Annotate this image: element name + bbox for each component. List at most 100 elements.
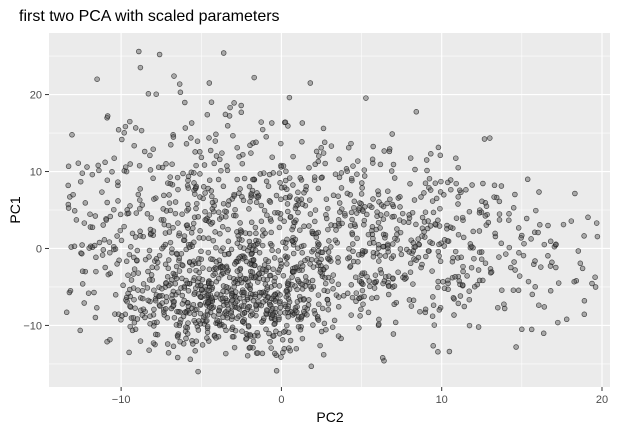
scatter-point: [305, 302, 312, 308]
scatter-point: [185, 320, 191, 326]
scatter-point: [79, 250, 85, 257]
scatter-point: [389, 201, 396, 208]
scatter-point: [413, 257, 419, 263]
scatter-point: [179, 211, 185, 217]
x-tick-label: −10: [112, 394, 131, 406]
scatter-point: [63, 309, 70, 316]
scatter-point: [370, 196, 376, 202]
scatter-point: [188, 120, 195, 126]
scatter-point: [205, 235, 212, 242]
scatter-point: [299, 335, 306, 342]
scatter-point: [299, 139, 305, 145]
scatter-point: [200, 184, 207, 190]
scatter-point: [170, 225, 176, 231]
scatter-point: [283, 168, 289, 175]
scatter-point: [271, 293, 277, 299]
scatter-point: [361, 173, 368, 179]
scatter-point: [303, 183, 309, 190]
scatter-point: [79, 281, 86, 287]
scatter-point: [385, 188, 391, 194]
scatter-point: [150, 228, 157, 234]
scatter-point: [286, 175, 293, 181]
scatter-point: [436, 223, 443, 229]
scatter-point: [263, 256, 269, 263]
scatter-point: [154, 264, 160, 271]
scatter-point: [231, 100, 237, 106]
scatter-point: [390, 241, 396, 247]
scatter-point: [196, 269, 202, 276]
scatter-point: [173, 263, 180, 270]
scatter-point: [342, 210, 348, 217]
scatter-point: [359, 248, 366, 254]
scatter-point: [308, 256, 315, 263]
scatter-point: [299, 281, 306, 288]
scatter-point: [164, 315, 171, 321]
scatter-point: [131, 266, 138, 272]
scatter-point: [324, 297, 331, 303]
scatter-point: [185, 185, 192, 191]
scatter-point: [212, 197, 219, 204]
scatter-point: [119, 313, 125, 319]
scatter-point: [284, 280, 291, 286]
scatter-point: [516, 250, 522, 256]
scatter-point: [249, 311, 256, 317]
scatter-point: [269, 305, 276, 312]
scatter-point: [151, 287, 157, 293]
scatter-point: [336, 174, 343, 181]
scatter-point: [435, 144, 442, 151]
scatter-point: [258, 202, 265, 209]
scatter-point: [412, 244, 419, 250]
scatter-point: [102, 159, 108, 166]
scatter-point: [348, 282, 355, 288]
scatter-point: [208, 221, 214, 227]
scatter-point: [178, 250, 185, 257]
scatter-point: [174, 174, 181, 181]
scatter-point: [182, 125, 189, 131]
scatter-point: [127, 118, 133, 125]
scatter-point: [461, 303, 468, 310]
scatter-point: [512, 191, 518, 198]
scatter-point: [237, 272, 243, 278]
scatter-point: [496, 198, 503, 205]
scatter-point: [134, 247, 141, 254]
scatter-point: [313, 230, 319, 237]
scatter-point: [231, 193, 237, 199]
scatter-point: [397, 246, 404, 252]
scatter-point: [197, 302, 204, 308]
scatter-point: [175, 289, 181, 295]
scatter-point: [220, 183, 227, 190]
scatter-point: [239, 237, 245, 243]
scatter-point: [237, 254, 243, 260]
scatter-point: [441, 192, 447, 198]
scatter-point: [151, 323, 157, 329]
scatter-point: [437, 258, 444, 265]
scatter-point: [237, 186, 243, 192]
scatter-point: [265, 183, 272, 189]
scatter-point: [234, 268, 241, 274]
scatter-point: [215, 275, 222, 282]
scatter-point: [432, 221, 438, 227]
scatter-point: [184, 331, 191, 337]
scatter-point: [325, 255, 331, 261]
scatter-point: [273, 192, 280, 199]
scatter-point: [381, 278, 388, 284]
scatter-point: [364, 273, 370, 280]
scatter-point: [466, 296, 473, 303]
scatter-point: [228, 293, 235, 299]
scatter-point: [359, 180, 365, 186]
scatter-point: [468, 243, 475, 250]
scatter-point: [151, 196, 157, 202]
scatter-point: [154, 259, 161, 266]
scatter-point: [159, 300, 165, 306]
scatter-point: [510, 287, 517, 293]
scatter-point: [533, 207, 539, 214]
scatter-point: [369, 224, 376, 230]
scatter-point: [358, 306, 364, 313]
scatter-point: [218, 214, 225, 220]
scatter-point: [208, 256, 214, 262]
scatter-point: [222, 111, 229, 118]
scatter-point: [295, 189, 301, 196]
scatter-point: [370, 160, 376, 166]
scatter-point: [435, 217, 441, 224]
scatter-point: [349, 216, 355, 223]
